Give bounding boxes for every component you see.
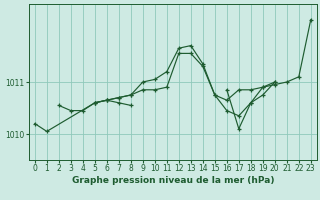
X-axis label: Graphe pression niveau de la mer (hPa): Graphe pression niveau de la mer (hPa) xyxy=(72,176,274,185)
